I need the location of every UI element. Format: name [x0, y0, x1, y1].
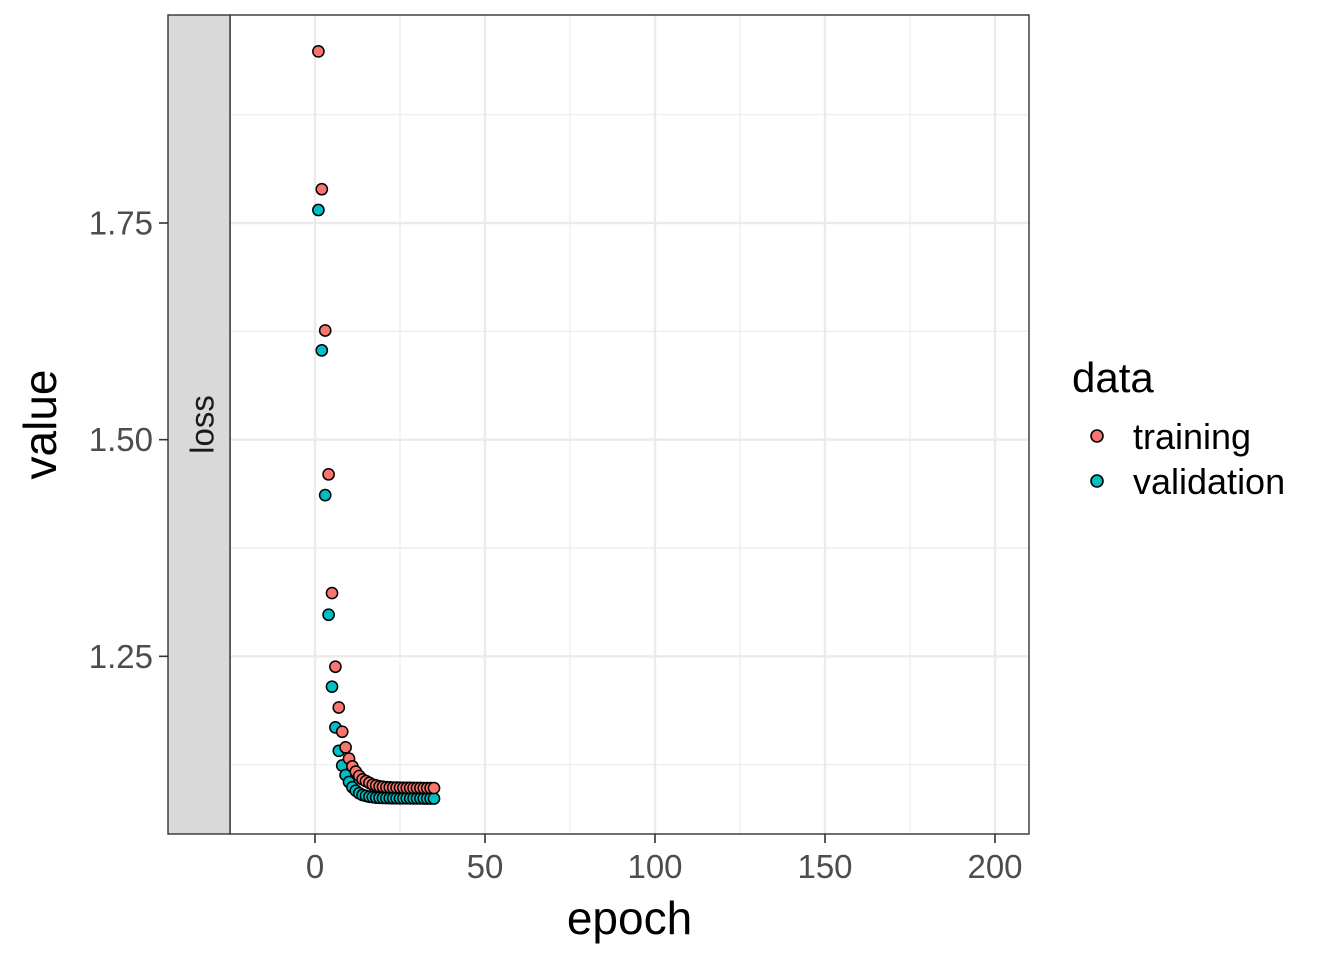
training-point — [332, 701, 346, 714]
data-points — [312, 45, 441, 805]
x-axis-title: epoch — [567, 892, 692, 944]
training-point — [335, 725, 349, 739]
training-point — [427, 781, 441, 795]
legend-key-validation — [1090, 474, 1104, 488]
training-point — [315, 182, 329, 196]
y-tick-label: 1.50 — [89, 421, 153, 458]
y-tick-label: 1.75 — [89, 205, 153, 242]
training-point — [322, 467, 335, 481]
x-tick-label: 0 — [306, 848, 324, 885]
legend-title: data — [1072, 354, 1154, 401]
training-point — [318, 324, 332, 337]
y-tick-label: 1.25 — [89, 638, 153, 675]
training-point — [339, 740, 352, 754]
x-axis: 0 50 100 150 200 — [306, 834, 1023, 885]
y-axis: 1.25 1.50 1.75 — [89, 205, 168, 675]
legend-item-training: training — [1090, 416, 1251, 457]
legend: data training validation — [1072, 354, 1285, 502]
legend-label-validation: validation — [1133, 461, 1285, 502]
y-axis-title: value — [14, 370, 66, 480]
validation-point — [315, 344, 329, 357]
legend-item-validation: validation — [1090, 461, 1285, 502]
training-point — [312, 45, 325, 58]
validation-point — [427, 792, 441, 805]
training-point — [329, 660, 342, 674]
x-tick-label: 200 — [967, 848, 1022, 885]
x-tick-label: 150 — [797, 848, 852, 885]
grid-lines — [230, 15, 1029, 834]
validation-point — [318, 488, 332, 502]
x-tick-label: 100 — [627, 848, 682, 885]
validation-point — [325, 680, 339, 694]
x-tick-label: 50 — [467, 848, 504, 885]
legend-label-training: training — [1133, 416, 1251, 457]
training-point — [325, 586, 339, 600]
legend-key-training — [1090, 429, 1104, 443]
validation-point — [322, 608, 335, 622]
facet-strip-label: loss — [184, 395, 221, 454]
facet-strip — [167, 14, 231, 835]
validation-point — [312, 203, 325, 217]
plot-background — [230, 15, 1029, 834]
